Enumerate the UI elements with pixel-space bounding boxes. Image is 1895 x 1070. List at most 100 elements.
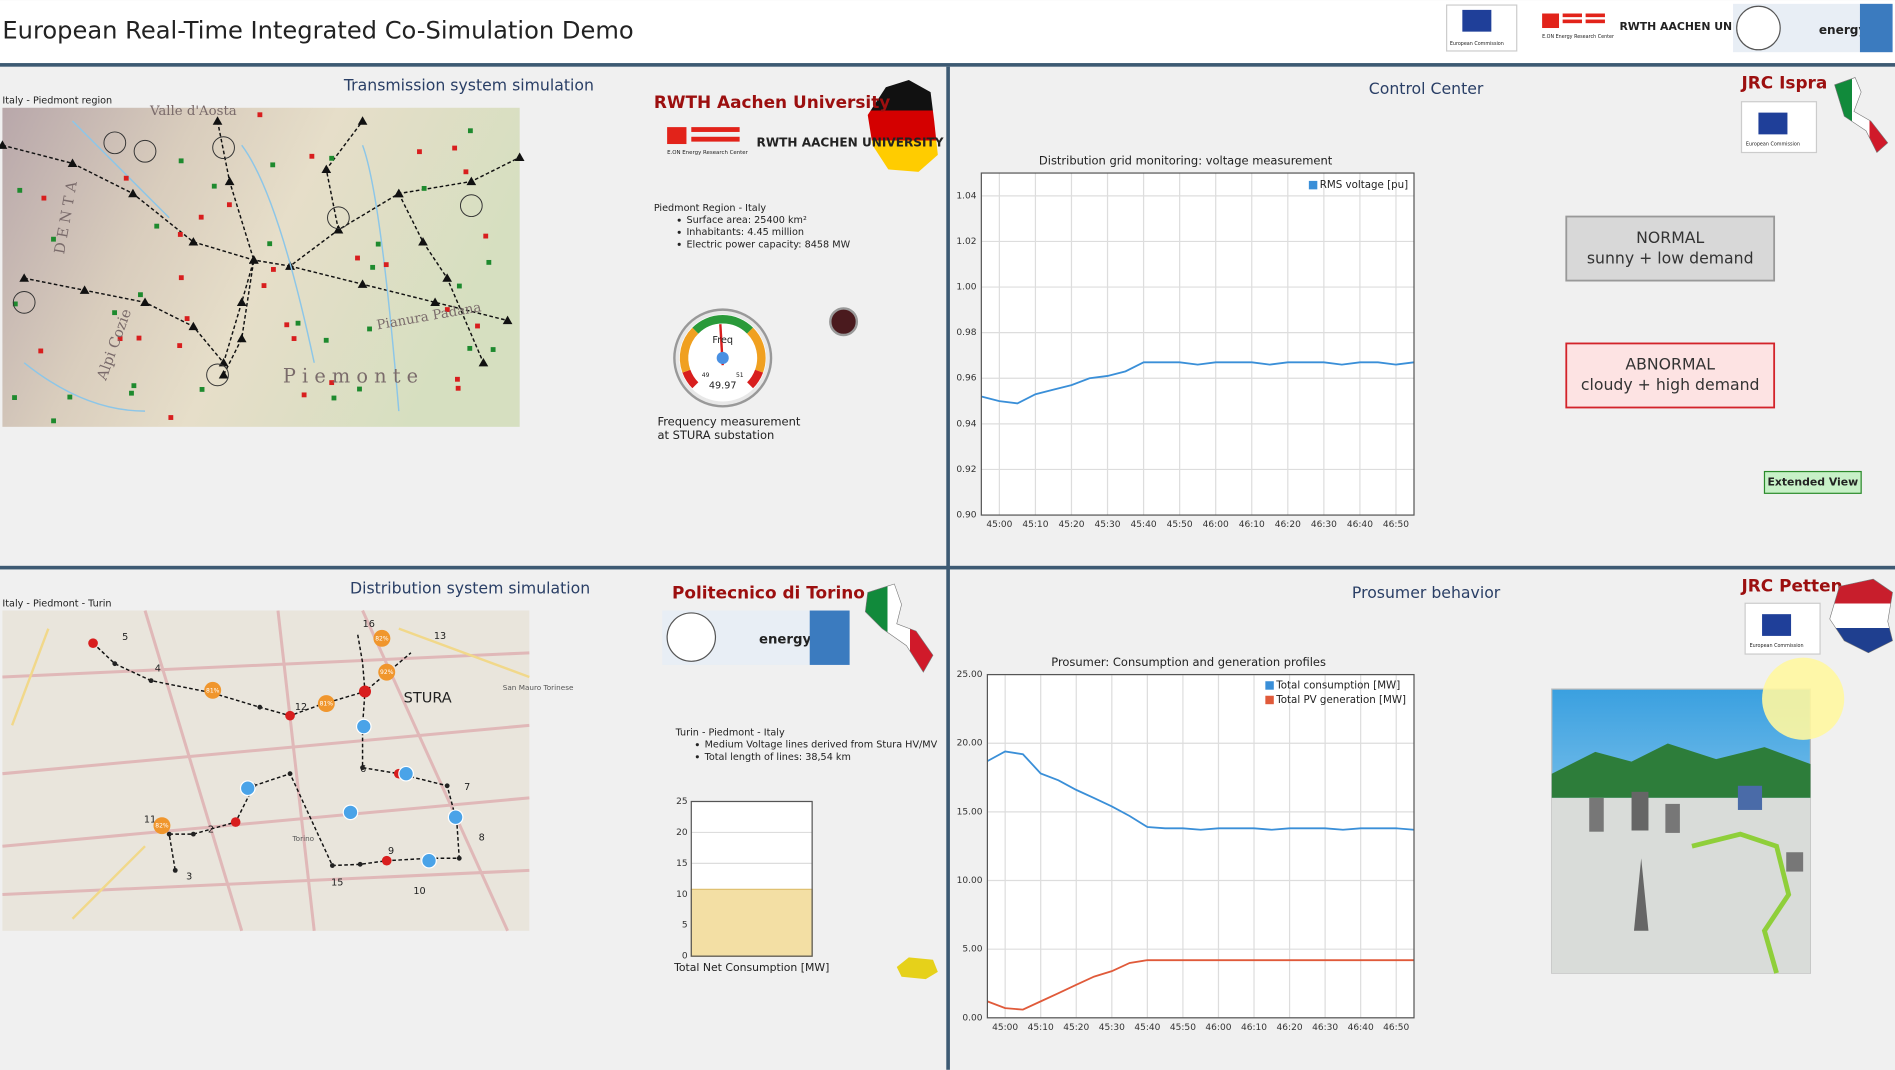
node-marker xyxy=(267,241,273,247)
x-tick-label: 45:10 xyxy=(1028,1023,1054,1033)
line-marker xyxy=(442,273,452,282)
gauge-band xyxy=(692,315,754,334)
map-label: Italy - Piedmont - Turin xyxy=(2,598,111,609)
road xyxy=(2,723,530,776)
node-marker xyxy=(456,283,462,289)
y-tick-label: 5.00 xyxy=(962,945,982,955)
node-marker xyxy=(331,395,337,401)
header-title: European Real-Time Integrated Co-Simulat… xyxy=(2,17,633,45)
pv-icon xyxy=(421,852,437,869)
substation xyxy=(212,136,235,160)
x-tick-label: 46:40 xyxy=(1348,1023,1374,1033)
pv-icon xyxy=(398,765,414,782)
eon-logo xyxy=(1585,13,1605,18)
stura-node xyxy=(358,685,372,698)
load-badge xyxy=(153,817,171,835)
info-item: Total length of lines: 38,54 km xyxy=(704,752,851,763)
button-subtitle[interactable]: sunny + low demand xyxy=(1587,248,1754,267)
node-marker xyxy=(455,385,461,391)
eon-logo xyxy=(691,136,740,142)
gauge-hub xyxy=(716,351,729,364)
feeder-node xyxy=(285,710,295,721)
eon-logo xyxy=(1542,13,1560,29)
node-marker xyxy=(123,175,129,181)
line-marker xyxy=(236,297,247,306)
x-tick-label: 45:40 xyxy=(1134,1023,1160,1033)
map-label: 11 xyxy=(144,815,156,826)
bullet xyxy=(695,755,699,759)
bullet xyxy=(677,230,681,234)
line-marker xyxy=(224,176,235,186)
button-frame[interactable] xyxy=(1565,215,1776,282)
button-label[interactable]: Extended View xyxy=(1767,475,1858,488)
italy-flag-map xyxy=(1834,77,1889,153)
feeder-node xyxy=(456,855,462,861)
eon-logo xyxy=(1562,19,1582,24)
node-marker xyxy=(417,149,422,155)
node-marker xyxy=(490,347,496,352)
button-title[interactable]: ABNORMAL xyxy=(1625,355,1715,374)
bullet xyxy=(677,218,681,222)
substation xyxy=(459,194,483,218)
building xyxy=(1589,797,1604,832)
line-marker xyxy=(466,176,477,186)
node-marker xyxy=(284,322,290,328)
button-title[interactable]: NORMAL xyxy=(1636,228,1704,247)
road xyxy=(2,651,530,679)
node-marker xyxy=(271,267,276,272)
extended-view-button[interactable]: Extended View xyxy=(1763,470,1862,494)
info-item: Surface area: 25400 km² xyxy=(686,215,806,226)
feeder-node xyxy=(172,867,178,873)
transmission-map xyxy=(2,107,520,427)
map-label: 3 xyxy=(186,871,192,882)
gauge-caption: at STURA substation xyxy=(657,428,774,442)
feeder-node xyxy=(287,771,293,777)
river xyxy=(72,120,170,219)
map-label: Torino xyxy=(291,834,314,843)
power-line xyxy=(216,120,255,376)
node-marker xyxy=(357,386,362,392)
button-subtitle[interactable]: cloudy + high demand xyxy=(1581,375,1760,394)
substation xyxy=(206,363,229,387)
mountains xyxy=(1551,743,1811,798)
node-marker xyxy=(329,155,335,161)
org-name: Politecnico di Torino xyxy=(672,583,865,603)
status-light xyxy=(829,307,859,337)
button-frame[interactable] xyxy=(1565,342,1776,409)
line-marker xyxy=(188,321,199,331)
org-name: JRC Ispra xyxy=(1741,73,1828,93)
line-marker xyxy=(19,273,30,282)
eon-logo xyxy=(1562,13,1582,18)
node-marker xyxy=(41,195,47,201)
info-item: Medium Voltage lines derived from Stura … xyxy=(705,740,938,751)
y-tick-label: 1.02 xyxy=(956,237,976,247)
pv-icon xyxy=(239,780,256,797)
button-frame[interactable] xyxy=(1763,470,1862,494)
feeder-node xyxy=(357,861,363,867)
pv-icon xyxy=(447,809,464,826)
map-label: 5 xyxy=(122,632,128,643)
map-label: 81% xyxy=(320,701,334,708)
node-marker xyxy=(17,187,23,193)
node-marker xyxy=(38,348,44,354)
x-tick-label: 45:30 xyxy=(1094,520,1120,530)
scenario-button[interactable]: ABNORMAL cloudy + high demand xyxy=(1565,342,1776,409)
map-label: 92% xyxy=(380,669,394,676)
scenario-button[interactable]: NORMAL sunny + low demand xyxy=(1565,215,1776,282)
feeder-node xyxy=(190,831,196,837)
feeder-node xyxy=(112,661,118,667)
node-marker xyxy=(129,390,134,396)
bullet xyxy=(695,743,699,747)
feeder-node xyxy=(444,783,450,789)
feeder-node xyxy=(329,863,335,868)
x-axis-label: Total Net Consumption [MW] xyxy=(673,961,829,974)
x-tick-label: 46:30 xyxy=(1312,1023,1338,1033)
divider xyxy=(0,63,1895,67)
y-tick-label: 1.00 xyxy=(956,283,976,293)
line-route xyxy=(1691,831,1792,974)
y-tick-label: 1.04 xyxy=(956,191,976,201)
y-tick-label: 10 xyxy=(676,890,688,900)
x-tick-label: 45:30 xyxy=(1099,1023,1125,1033)
legend-label: Total PV generation [MW] xyxy=(1275,694,1406,706)
node-marker xyxy=(168,415,174,420)
